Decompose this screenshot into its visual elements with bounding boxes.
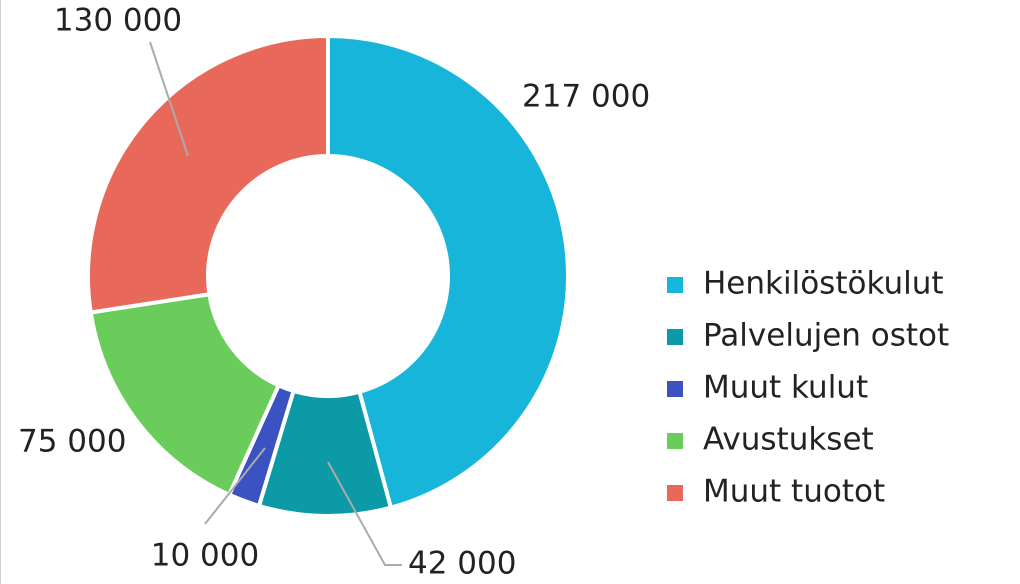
legend-swatch bbox=[667, 485, 683, 501]
legend-swatch bbox=[667, 329, 683, 345]
leader-line bbox=[149, 41, 189, 157]
donut-slice bbox=[86, 33, 330, 315]
leader-line bbox=[327, 461, 402, 566]
legend-label: Palvelujen ostot bbox=[703, 318, 949, 354]
legend-label: Muut kulut bbox=[703, 370, 868, 406]
data-label: 217 000 bbox=[522, 79, 650, 115]
leader-line bbox=[204, 447, 266, 525]
data-label: 42 000 bbox=[408, 546, 516, 582]
data-label: 130 000 bbox=[54, 3, 182, 39]
legend-label: Henkilöstökulut bbox=[703, 266, 944, 302]
data-label: 10 000 bbox=[151, 538, 259, 574]
donut-slice bbox=[326, 33, 570, 511]
legend-swatch bbox=[667, 277, 683, 293]
donut-slice bbox=[88, 291, 282, 498]
legend-label: Avustukset bbox=[703, 422, 874, 458]
legend-label: Muut tuotot bbox=[703, 474, 885, 510]
legend-swatch bbox=[667, 433, 683, 449]
legend-swatch bbox=[667, 381, 683, 397]
data-label: 75 000 bbox=[18, 424, 126, 460]
